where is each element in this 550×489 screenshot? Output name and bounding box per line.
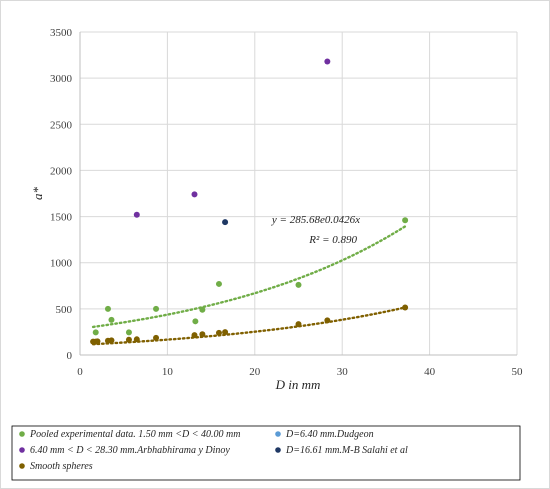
y-tick-label: 0 — [67, 350, 73, 362]
gridlines — [80, 31, 518, 355]
data-point-pooled — [402, 217, 409, 224]
data-point-smooth — [402, 304, 409, 311]
data-point-smooth — [108, 337, 115, 344]
trendlines — [91, 225, 407, 346]
data-point-pooled — [192, 318, 199, 325]
data-point-smooth — [153, 334, 160, 341]
data-point-pooled — [125, 329, 132, 336]
data-point-smooth — [222, 329, 229, 336]
data-point-smooth — [215, 329, 222, 336]
y-tick-label: 2500 — [50, 119, 73, 131]
axes — [79, 32, 517, 356]
trendline-equation: y = 285.68e0.0426x — [271, 214, 360, 226]
data-point-pooled — [92, 329, 99, 336]
data-point-pooled — [295, 281, 302, 288]
legend-marker-pooled — [19, 431, 25, 437]
legend-box — [11, 425, 521, 481]
legend-label-arbhabhirama: 6.40 mm < D < 28.30 mm.Arbhabhirama y Di… — [30, 445, 230, 456]
data-point-smooth — [324, 317, 331, 324]
x-tick-label: 40 — [424, 366, 436, 378]
y-axis-title: a* — [30, 187, 45, 201]
data-point-pooled — [199, 306, 206, 313]
x-tick-label: 50 — [512, 366, 524, 378]
data-point-smooth — [191, 332, 198, 339]
legend-label-salahi: D=16.61 mm.M-B Salahi et al — [285, 445, 408, 456]
data-point-smooth — [125, 336, 132, 343]
data-point-arbhabhirama — [191, 191, 198, 198]
x-tick-label: 10 — [162, 366, 174, 378]
y-tick-label: 1000 — [50, 258, 73, 270]
data-point-smooth — [133, 336, 140, 343]
x-tick-label: 0 — [77, 366, 83, 378]
legend-label-dudgeon: D=6.40 mm.Dudgeon — [285, 429, 374, 440]
trendline-smooth — [91, 306, 407, 346]
data-points — [90, 58, 409, 345]
data-point-pooled — [108, 316, 115, 323]
y-tick-label: 2000 — [50, 165, 73, 177]
y-tick-label: 1500 — [50, 212, 73, 224]
y-tick-label: 3500 — [50, 27, 73, 39]
data-point-pooled — [104, 305, 111, 312]
legend-marker-arbhabhirama — [19, 447, 25, 453]
x-tick-label: 20 — [249, 366, 261, 378]
legend: Pooled experimental data. 1.50 mm <D < 4… — [11, 425, 521, 481]
tick-labels: 0 500 1000 1500 2000 2500 3000 3500 0 10 20 30 40 50 — [50, 27, 523, 378]
data-point-arbhabhirama — [133, 211, 140, 218]
data-point-smooth — [295, 321, 302, 328]
data-point-arbhabhirama — [324, 58, 331, 65]
data-point-pooled — [215, 280, 222, 287]
data-point-smooth — [199, 331, 206, 338]
legend-label-pooled: Pooled experimental data. 1.50 mm <D < 4… — [29, 429, 240, 440]
data-point-smooth — [94, 338, 101, 345]
data-point-pooled — [153, 305, 160, 312]
x-axis-title: D in mm — [275, 377, 321, 392]
x-tick-label: 30 — [337, 366, 349, 378]
data-point-salahi — [222, 219, 229, 226]
trendline-pooled — [91, 225, 407, 329]
y-tick-label: 3000 — [50, 73, 73, 85]
trendline-r-squared: R² = 0.890 — [308, 234, 357, 246]
legend-label-smooth: Smooth spheres — [30, 461, 93, 472]
legend-marker-smooth — [19, 463, 25, 469]
legend-marker-dudgeon — [275, 431, 281, 437]
y-tick-label: 500 — [56, 304, 73, 316]
legend-marker-salahi — [275, 447, 281, 453]
